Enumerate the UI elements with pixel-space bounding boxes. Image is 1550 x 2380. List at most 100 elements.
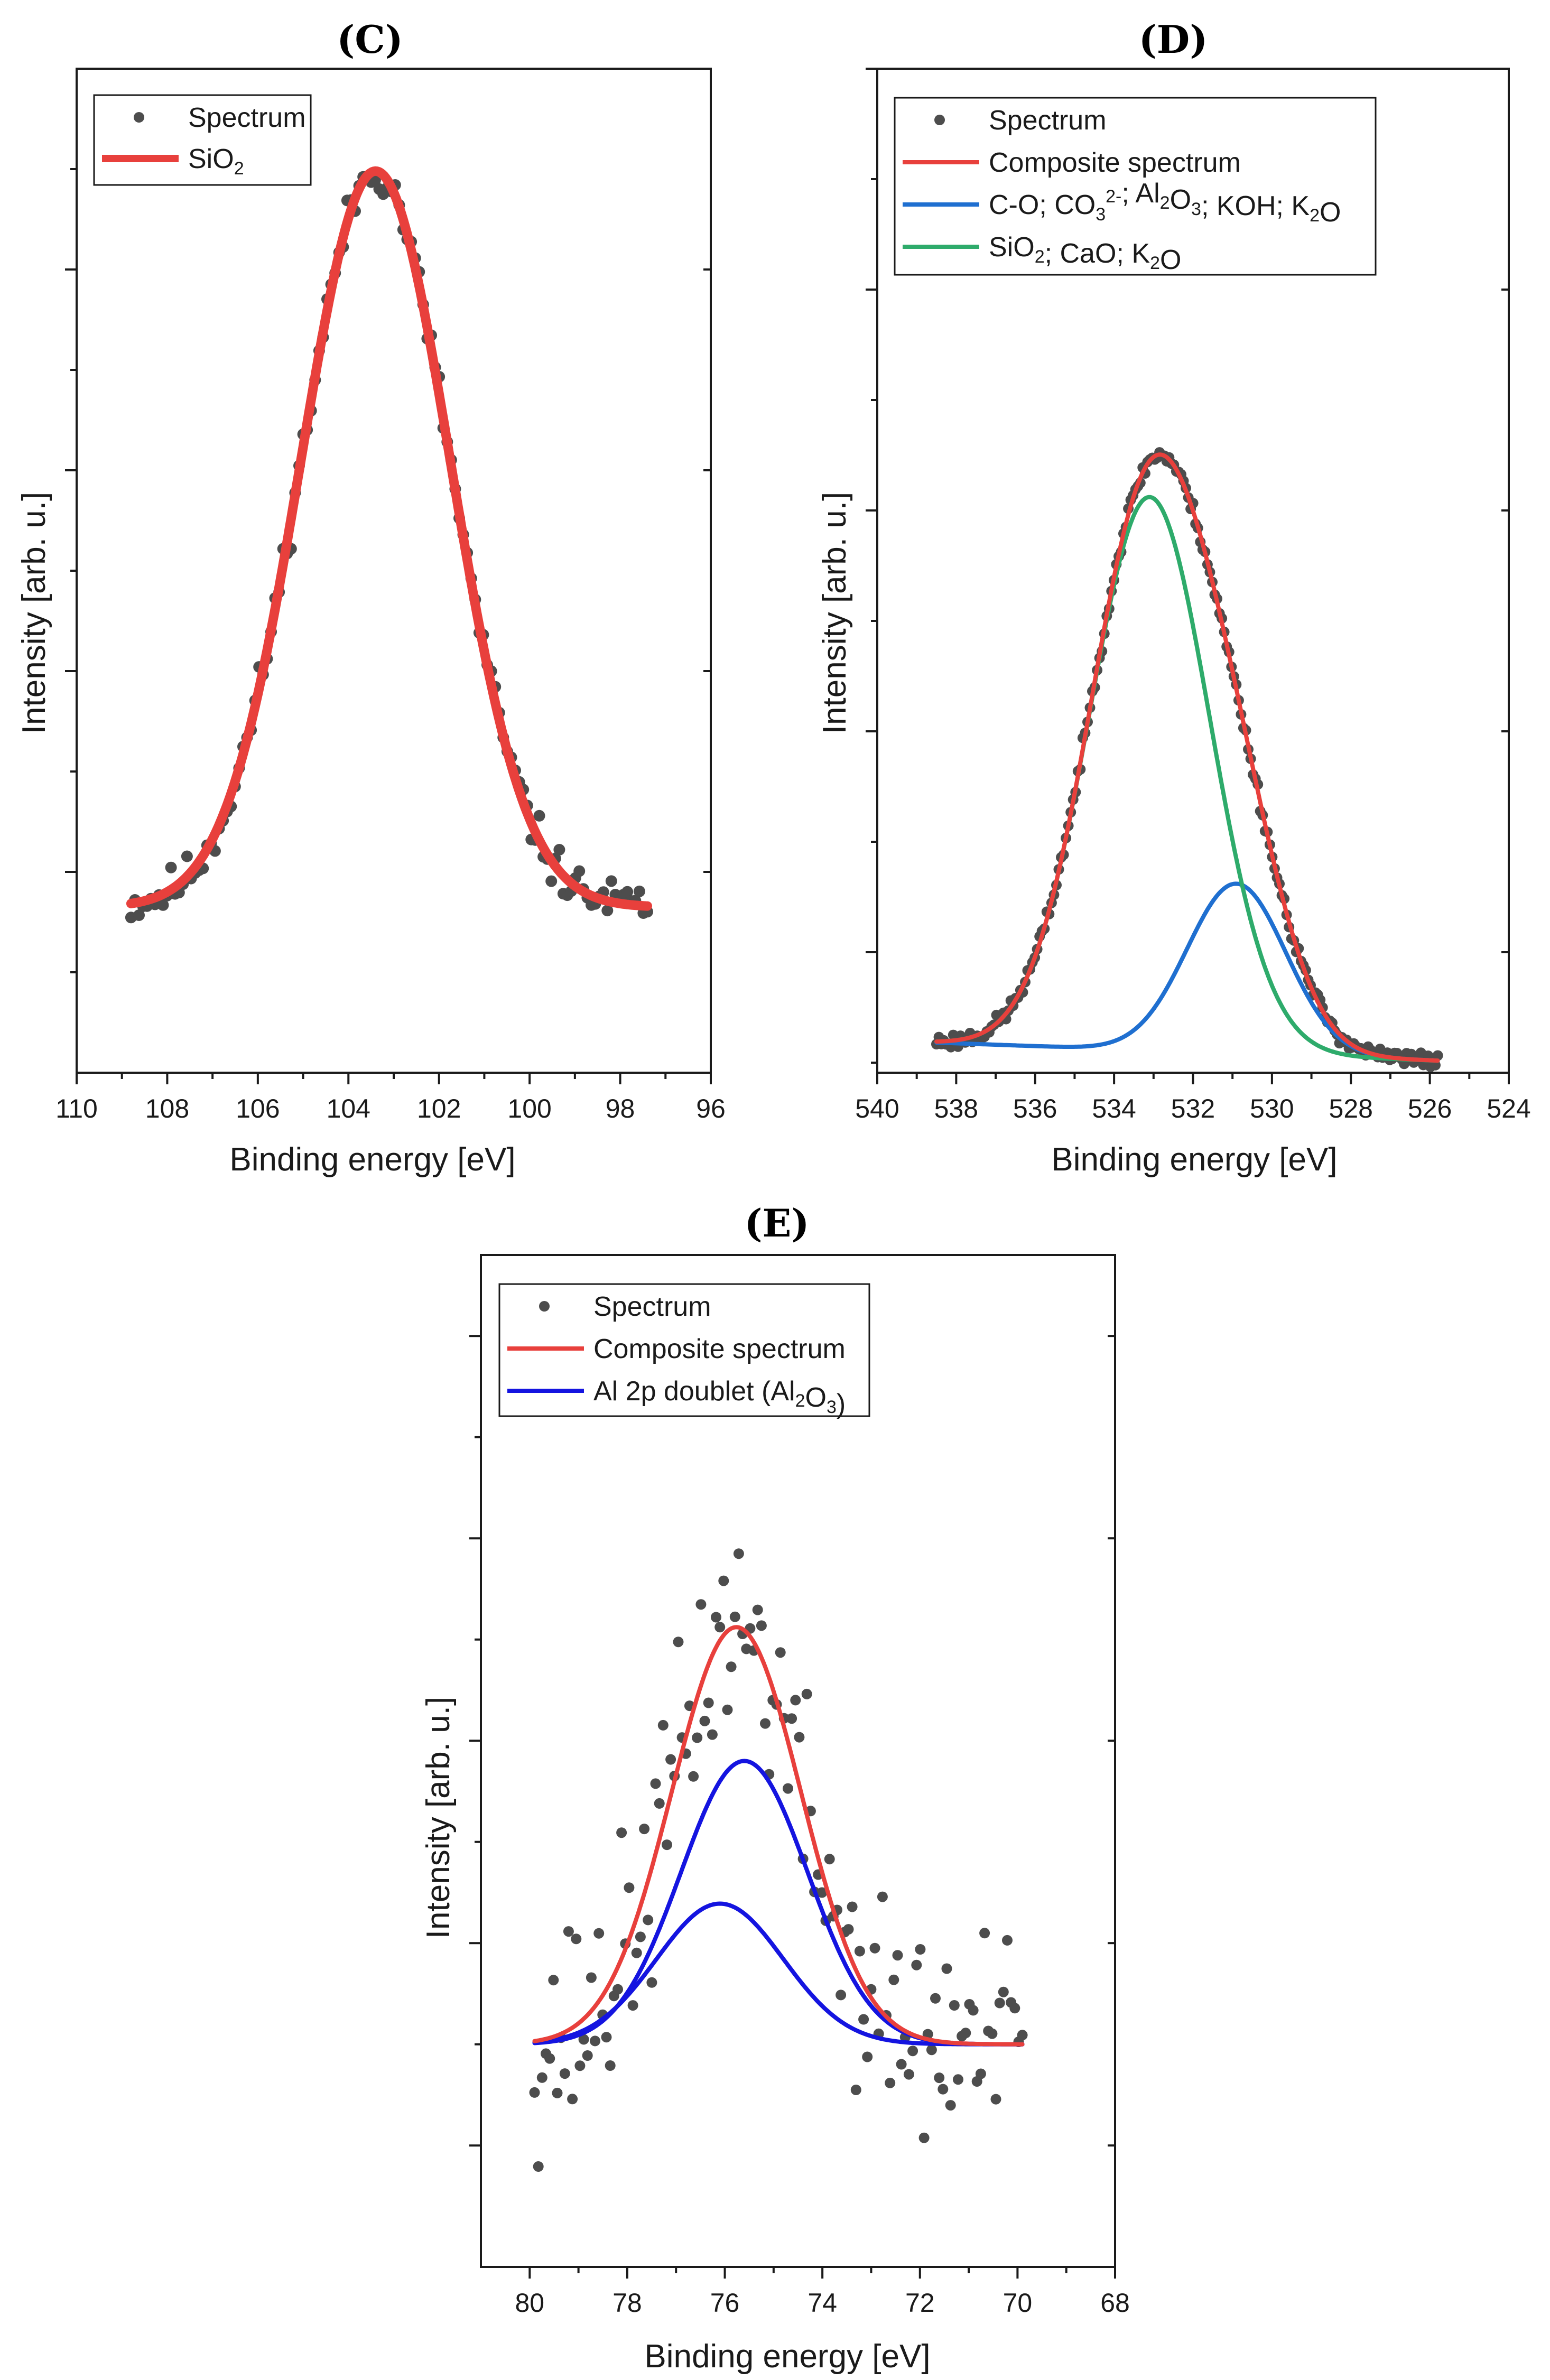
x-tick-label: 110 — [55, 1094, 98, 1123]
plot-frame — [480, 1254, 1116, 2268]
plot-frame — [76, 68, 712, 1074]
legend-label-text: Composite spectrum — [593, 1334, 846, 1364]
panel-d-title: (D) — [1139, 17, 1208, 62]
x-tick-label: 538 — [934, 1094, 978, 1123]
data-point — [998, 1986, 1009, 1997]
x-tick-label: 108 — [145, 1094, 189, 1123]
data-point — [896, 2059, 907, 2070]
data-point — [801, 1688, 812, 1699]
data-point — [548, 1975, 559, 1986]
legend-label-part: 2 — [1150, 253, 1160, 273]
data-point — [911, 1959, 922, 1970]
data-point — [926, 2044, 937, 2056]
legend-label: Spectrum — [989, 105, 1107, 136]
data-point — [714, 1622, 726, 1633]
data-point — [529, 2087, 540, 2098]
data-point — [571, 1933, 582, 1945]
legend-label-sub: 2 — [234, 159, 244, 179]
panel-d-xlabel: Binding energy [eV] — [1051, 1141, 1337, 1178]
legend-label: Composite spectrum — [593, 1334, 846, 1364]
legend-label: Composite spectrum — [989, 147, 1241, 178]
panel-c-ylabel: Intensity [arb. u.] — [16, 492, 52, 734]
data-point — [903, 2069, 914, 2080]
data-point — [930, 1993, 941, 2004]
data-point — [695, 1599, 707, 1610]
panel-e-ylabel: Intensity [arb. u.] — [420, 1697, 457, 1939]
data-point — [707, 1729, 718, 1740]
series-line — [532, 1625, 1025, 2047]
x-tick-label: 100 — [507, 1094, 551, 1123]
data-point — [635, 1931, 646, 1942]
data-point — [544, 2053, 555, 2064]
panel-e-title: (E) — [744, 1201, 809, 1245]
legend-label: Spectrum — [593, 1291, 711, 1322]
legend-label-part: 2 — [1035, 247, 1045, 267]
x-tick-label: 534 — [1092, 1094, 1136, 1123]
panel-c: (C) 110 108 106 104 102 100 98 96 Spectrum SiO2 B… — [16, 17, 726, 1178]
spectrum-points — [529, 1548, 1028, 2172]
data-point — [590, 2035, 600, 2047]
data-point — [624, 1882, 635, 1893]
legend-label-text: Spectrum — [989, 105, 1107, 136]
legend-label-part: O — [1160, 245, 1181, 275]
data-point — [850, 2085, 861, 2095]
legend-label-part: SiO — [989, 232, 1035, 263]
legend-label-part: 2 — [1310, 206, 1320, 226]
data-point — [760, 1718, 771, 1729]
legend-label: C-O; CO32-; Al2O3; KOH; K2O — [989, 178, 1341, 228]
data-point — [953, 2074, 963, 2085]
data-point — [662, 1839, 672, 1851]
data-point — [181, 850, 193, 862]
data-point — [949, 2000, 960, 2011]
data-point — [703, 1697, 714, 1708]
legend-label: SiO2; CaO; K2O — [989, 232, 1181, 275]
data-point — [945, 2100, 956, 2111]
data-point — [987, 2028, 998, 2039]
panel-d-plot: 540 538 536 534 532 530 528 526 524 Spectrum Compo… — [855, 68, 1531, 1123]
x-tick-label: 528 — [1329, 1094, 1373, 1123]
x-tick-label: 74 — [808, 2288, 837, 2318]
data-point — [718, 1575, 729, 1586]
data-point — [786, 1713, 797, 1724]
series-line — [934, 452, 1440, 1063]
legend-label-part: 3 — [1191, 199, 1201, 219]
legend-label-part: Al 2p doublet (Al — [593, 1376, 795, 1407]
legend: Spectrum SiO2 — [93, 94, 312, 186]
data-point — [733, 1548, 744, 1559]
data-point — [605, 875, 617, 887]
legend-label-part: O — [805, 1382, 827, 1413]
data-point — [536, 2072, 547, 2083]
data-point — [794, 1732, 805, 1743]
x-tick-label: 70 — [1003, 2288, 1033, 2318]
legend-label-part: O — [1170, 184, 1191, 215]
data-point — [934, 2072, 945, 2084]
legend-label-text: Composite spectrum — [989, 147, 1241, 178]
data-point — [578, 2034, 589, 2045]
panel-d: (D) 540 538 536 534 532 530 528 526 524 Spectrum C… — [816, 17, 1531, 1178]
legend-label-text: Spectrum — [593, 1291, 711, 1322]
data-point — [752, 1604, 763, 1615]
x-tick-label: 526 — [1408, 1094, 1452, 1123]
data-point — [975, 2068, 986, 2079]
legend-label-part: ) — [837, 1389, 846, 1419]
series-line — [532, 1901, 1025, 2047]
legend-label-part: 3 — [1096, 204, 1106, 225]
legend-label-part: 2 — [1160, 193, 1170, 213]
panel-c-title: (C) — [337, 17, 403, 62]
data-point — [783, 1783, 793, 1794]
data-point — [836, 1989, 847, 2001]
panel-e-plot: 80 78 76 74 72 70 68 Spectrum Composite spectrum… — [469, 1254, 1130, 2318]
data-point — [616, 1827, 627, 1838]
x-tick-label: 106 — [236, 1094, 280, 1123]
data-point — [1017, 2030, 1028, 2041]
data-point — [968, 2005, 979, 2016]
data-point — [729, 1611, 740, 1622]
data-point — [918, 2132, 930, 2143]
x-tick-label: 68 — [1100, 2288, 1130, 2318]
data-point — [643, 1914, 654, 1926]
x-tick-label: 530 — [1250, 1094, 1294, 1123]
legend-label-part: ; KOH; K — [1201, 191, 1310, 221]
data-point — [885, 2077, 896, 2088]
data-point — [1002, 1935, 1013, 1946]
